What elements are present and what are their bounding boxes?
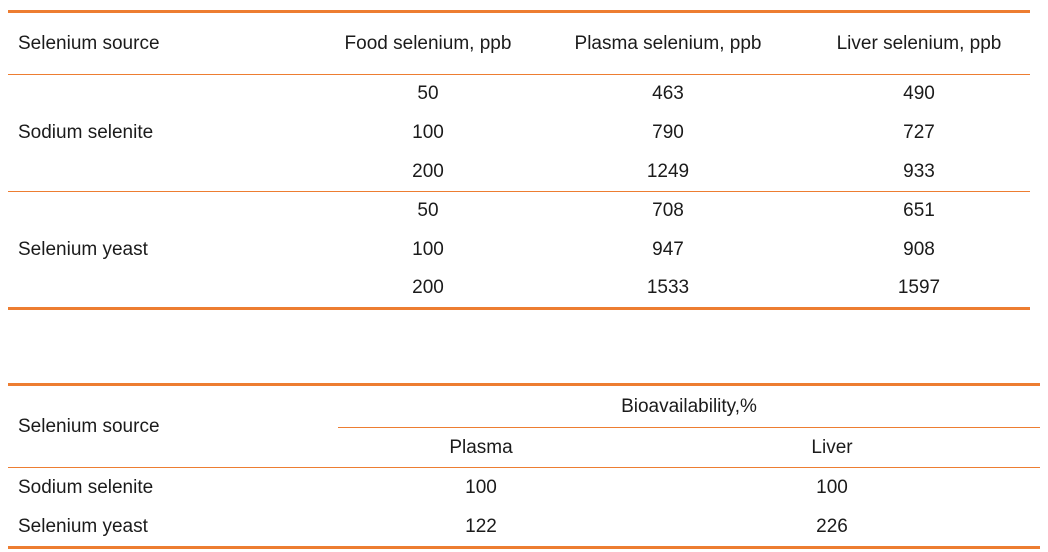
row-label-selenium-yeast: Selenium yeast	[8, 191, 328, 310]
table-cell: 651	[903, 200, 935, 222]
table-cell: 490	[903, 83, 935, 105]
column-header-plasma-selenium: Plasma selenium, ppb	[528, 10, 808, 75]
column-header-liver-selenium: Liver selenium, ppb	[808, 10, 1030, 75]
table-row: 200 1533 1597	[8, 269, 1030, 310]
table-cell: 100	[412, 239, 444, 260]
table-row: Selenium yeast 122 226	[8, 507, 1041, 549]
table-row: Sodium selenite 50 463 490	[8, 74, 1030, 192]
table-row: 100 790 727	[8, 114, 1030, 153]
table-cell: 727	[903, 122, 935, 143]
selenium-concentration-table: Selenium source Food selenium, ppb Plasm…	[8, 10, 1030, 310]
column-header-plasma: Plasma	[338, 427, 624, 468]
table-cell: 933	[808, 152, 1030, 192]
table-cell: 1533	[528, 269, 808, 310]
table-cell: 122	[338, 507, 624, 549]
table-row: Sodium selenite 100 100	[8, 468, 1040, 508]
bioavailability-table: Selenium source Bioavailability,% Plasma…	[8, 383, 1041, 549]
selenium-concentration-table-body: Sodium selenite 50 463 490 100 790 727 2…	[8, 74, 1030, 310]
table-cell: 463	[652, 83, 684, 105]
bioavailability-table-body: Sodium selenite 100 100 Selenium yeast 1…	[8, 468, 1041, 549]
table-row: Selenium yeast 50 708 651	[8, 191, 1030, 310]
column-header-liver: Liver	[624, 427, 1041, 468]
table-cell: 790	[652, 122, 684, 143]
table-cell: 100	[412, 122, 444, 143]
bioavailability-table-header: Selenium source Bioavailability,% Plasma…	[8, 383, 1041, 468]
table-cell: 200	[328, 269, 528, 310]
table-cell: 708	[652, 200, 684, 222]
column-header-bioavailability: Bioavailability,%	[338, 383, 1041, 428]
table-row: 100 947 908	[8, 231, 1030, 270]
header-row: Selenium source Food selenium, ppb Plasm…	[8, 10, 1030, 75]
table-cell: 50	[417, 200, 439, 222]
column-header-selenium-source: Selenium source	[8, 383, 338, 468]
table-cell: 1597	[808, 269, 1030, 310]
table-cell: 908	[903, 239, 935, 260]
table-cell: 226	[624, 507, 1041, 549]
table-cell: 947	[652, 239, 684, 260]
row-label-sodium-selenite: Sodium selenite	[18, 476, 154, 498]
table-cell: 200	[328, 152, 528, 192]
table-row: 200 1249 933	[8, 152, 1030, 192]
subheader-row: Plasma Liver	[8, 427, 1041, 468]
row-label-selenium-yeast: Selenium yeast	[8, 507, 338, 549]
table-cell: 50	[417, 83, 439, 105]
column-header-food-selenium: Food selenium, ppb	[328, 10, 528, 75]
table-cell: 100	[465, 476, 497, 498]
header-row: Selenium source Bioavailability,%	[8, 383, 1041, 468]
column-header-selenium-source: Selenium source	[8, 10, 328, 75]
table-cell: 100	[816, 476, 848, 498]
row-label-sodium-selenite: Sodium selenite	[8, 74, 328, 192]
table-cell: 1249	[528, 152, 808, 192]
selenium-concentration-table-header: Selenium source Food selenium, ppb Plasm…	[8, 10, 1030, 75]
